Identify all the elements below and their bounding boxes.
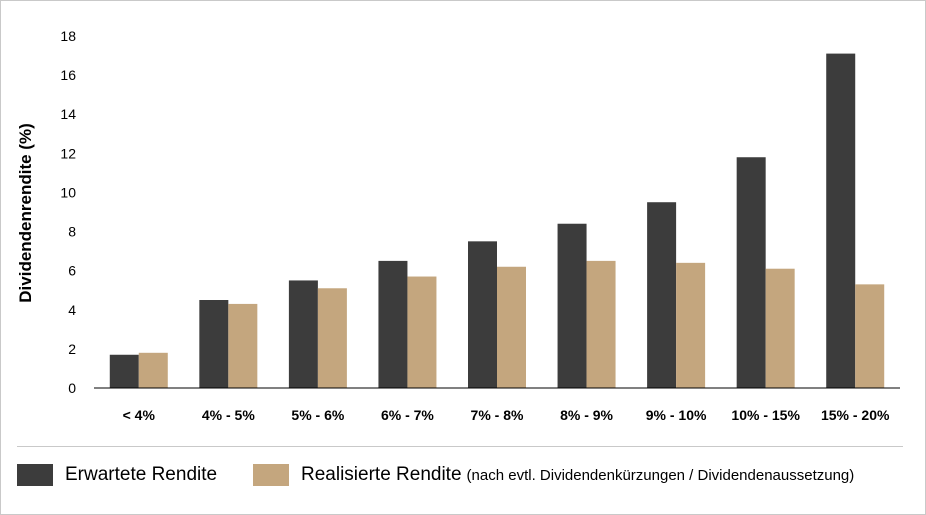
bar-expected	[288, 280, 318, 388]
y-tick-label: 18	[60, 28, 76, 44]
y-tick-label: 2	[68, 341, 76, 357]
x-category-label: 5% - 6%	[291, 407, 344, 423]
legend-label-expected: Erwartete Rendite	[65, 464, 218, 485]
y-tick-label: 16	[60, 67, 76, 83]
x-category-label: 6% - 7%	[381, 407, 434, 423]
x-category-label: 8% - 9%	[560, 407, 613, 423]
legend-item-realized: Realisierte Rendite (nach evtl. Dividend…	[253, 462, 854, 488]
y-tick-label: 4	[68, 302, 76, 318]
bar-realized	[855, 284, 885, 388]
legend-label-realized: Realisierte Rendite	[301, 464, 462, 485]
bar-realized	[138, 352, 168, 388]
legend-note-realized: (nach evtl. Dividendenkürzungen / Divide…	[466, 466, 855, 484]
y-tick-label: 12	[60, 145, 76, 161]
x-category-label: 9% - 10%	[646, 407, 707, 423]
x-category-label: 4% - 5%	[202, 407, 255, 423]
bar-realized	[407, 276, 437, 388]
y-axis-ticks: 0 2 4 6 8 10 12 14 16 18	[60, 28, 76, 396]
bar-chart: 0 2 4 6 8 10 12 14 16 18 < 4% 4% - 5% 5% - 6% 6% - 7…	[16, 28, 900, 423]
bar-realized	[765, 268, 795, 388]
bar-realized	[317, 288, 347, 388]
x-category-label: < 4%	[123, 407, 156, 423]
bar-realized	[228, 303, 258, 388]
y-tick-label: 10	[60, 184, 76, 200]
bar-expected	[826, 53, 856, 388]
y-tick-label: 6	[68, 263, 76, 279]
bar-expected	[647, 202, 677, 388]
y-tick-label: 0	[68, 380, 76, 396]
bar-expected	[109, 354, 139, 388]
bar-expected	[557, 223, 587, 388]
legend-swatch-expected	[17, 464, 53, 486]
x-category-label: 15% - 20%	[821, 407, 890, 423]
y-axis-label: Dividendenrendite (%)	[16, 123, 35, 302]
legend-separator	[17, 446, 903, 447]
bar-expected	[736, 157, 766, 388]
y-tick-label: 8	[68, 224, 76, 240]
bars	[109, 53, 885, 388]
x-axis-categories: < 4% 4% - 5% 5% - 6% 6% - 7% 7% - 8% 8% - 9% 9…	[123, 407, 890, 423]
bar-expected	[468, 241, 497, 388]
bar-realized	[497, 266, 526, 388]
y-tick-label: 14	[60, 106, 76, 122]
x-category-label: 10% - 15%	[731, 407, 800, 423]
bar-realized	[676, 262, 706, 388]
x-category-label: 7% - 8%	[471, 407, 524, 423]
bar-expected	[378, 260, 408, 388]
legend-swatch-realized	[253, 464, 289, 486]
bar-realized	[586, 260, 616, 388]
legend-item-expected: Erwartete Rendite	[17, 462, 217, 488]
bar-expected	[199, 300, 229, 388]
